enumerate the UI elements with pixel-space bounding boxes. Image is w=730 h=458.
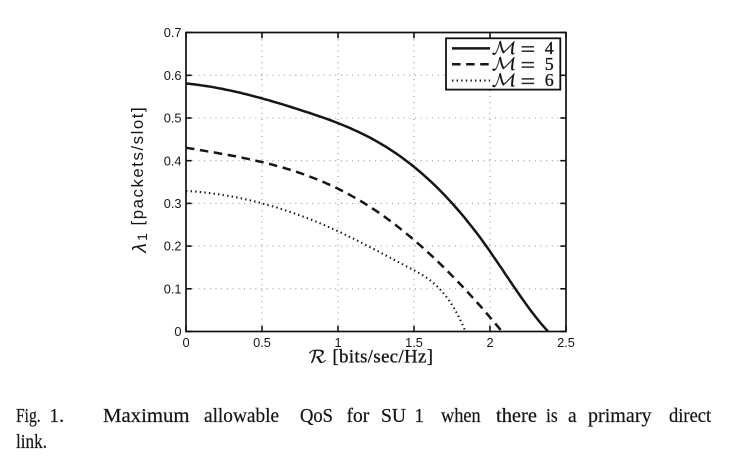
- svg-text:0.2: 0.2: [164, 239, 182, 254]
- svg-text:2.5: 2.5: [557, 335, 575, 350]
- svg-text:0.5: 0.5: [253, 335, 271, 350]
- svg-text:0.5: 0.5: [164, 111, 182, 126]
- svg-text:5: 5: [545, 54, 554, 74]
- svg-text:0.6: 0.6: [164, 68, 182, 83]
- svg-text:2: 2: [486, 335, 493, 350]
- svg-text:0.1: 0.1: [164, 281, 182, 296]
- svg-text:0: 0: [182, 335, 189, 350]
- svg-text:1.5: 1.5: [405, 335, 423, 350]
- svg-text:0.4: 0.4: [164, 153, 182, 168]
- svg-text:1: 1: [334, 335, 341, 350]
- svg-text:6: 6: [545, 70, 554, 90]
- svg-text:[bits/sec/Hz]: [bits/sec/Hz]: [333, 346, 434, 367]
- svg-text:4: 4: [545, 38, 554, 58]
- svg-text:0.3: 0.3: [164, 196, 182, 211]
- svg-text:0.7: 0.7: [164, 25, 182, 40]
- svg-text:λ1 [packets/slot]: λ1 [packets/slot]: [128, 106, 151, 254]
- svg-text:0: 0: [174, 324, 181, 339]
